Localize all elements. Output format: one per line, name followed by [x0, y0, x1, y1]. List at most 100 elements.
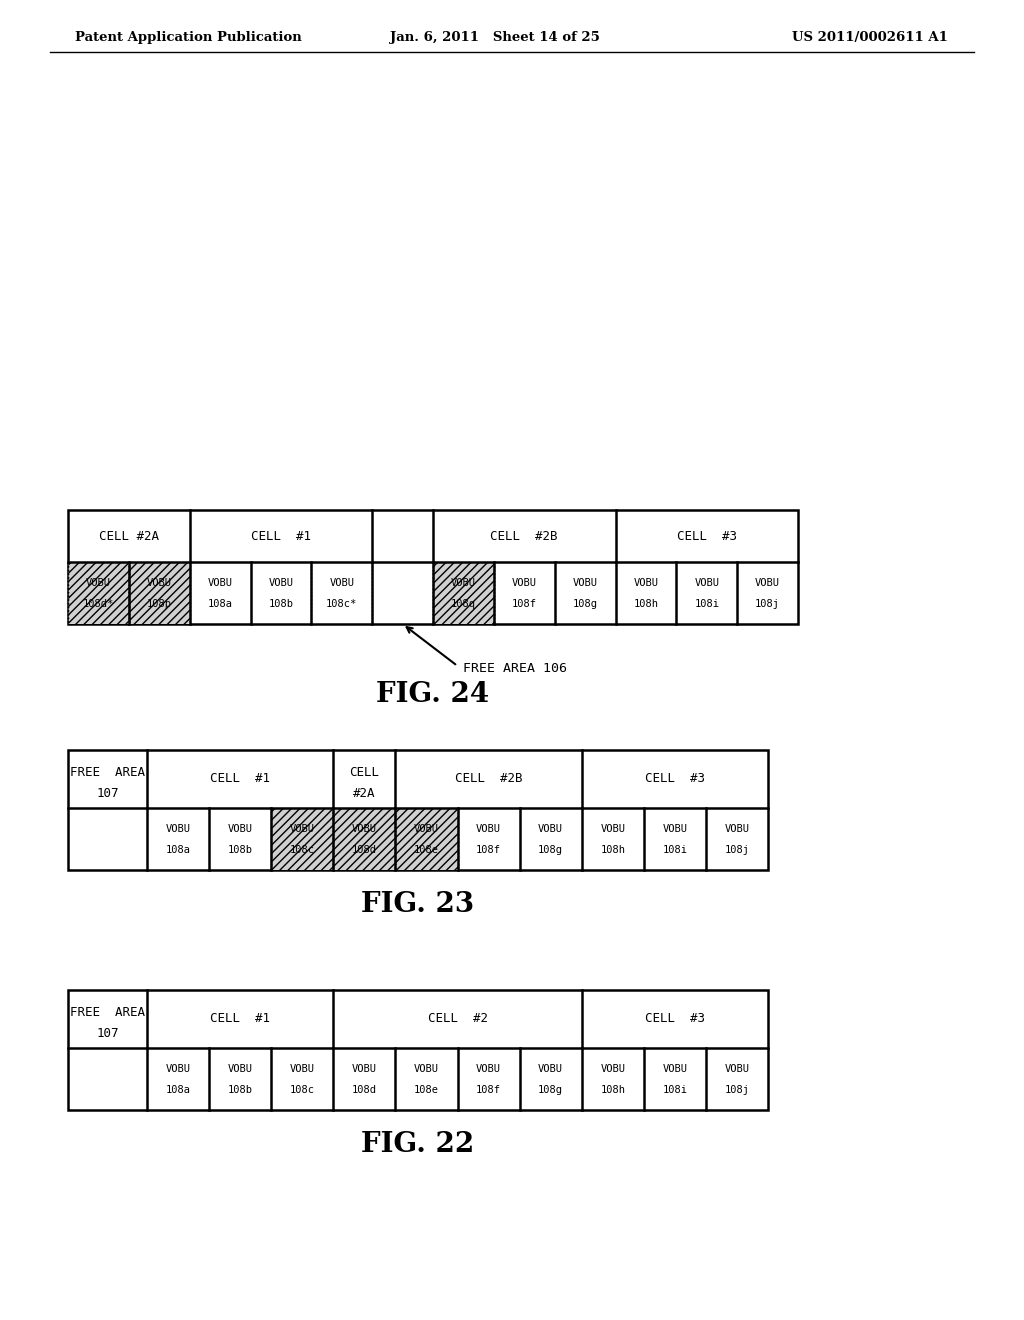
Bar: [68, 510, 798, 624]
Text: VOBU: VOBU: [663, 824, 687, 834]
Text: VOBU: VOBU: [227, 824, 253, 834]
Text: VOBU: VOBU: [414, 824, 439, 834]
Text: VOBU: VOBU: [694, 578, 719, 589]
Text: FIG. 24: FIG. 24: [377, 681, 489, 708]
Text: CELL  #1: CELL #1: [210, 772, 270, 785]
Text: 108j: 108j: [724, 845, 750, 855]
Text: VOBU: VOBU: [451, 578, 476, 589]
Bar: [68, 562, 129, 624]
Text: 108f: 108f: [512, 599, 537, 609]
Text: 108c*: 108c*: [326, 599, 357, 609]
Text: CELL  #3: CELL #3: [645, 1012, 705, 1026]
Text: CELL: CELL: [349, 766, 380, 779]
Text: 108d: 108d: [352, 845, 377, 855]
Bar: [334, 808, 395, 870]
Text: FIG. 22: FIG. 22: [361, 1131, 475, 1159]
Bar: [271, 808, 334, 870]
Text: VOBU: VOBU: [414, 1064, 439, 1074]
Text: VOBU: VOBU: [476, 824, 501, 834]
Text: VOBU: VOBU: [539, 824, 563, 834]
Text: VOBU: VOBU: [268, 578, 294, 589]
Bar: [68, 562, 129, 624]
Text: VOBU: VOBU: [476, 1064, 501, 1074]
Text: FREE  AREA: FREE AREA: [70, 1006, 145, 1019]
Text: VOBU: VOBU: [512, 578, 537, 589]
Text: VOBU: VOBU: [146, 578, 172, 589]
Bar: [68, 990, 768, 1110]
Text: VOBU: VOBU: [572, 578, 598, 589]
Text: 108g: 108g: [572, 599, 598, 609]
Text: VOBU: VOBU: [634, 578, 658, 589]
Bar: [395, 808, 458, 870]
Text: 108i: 108i: [663, 1085, 687, 1096]
Text: #2A: #2A: [353, 787, 376, 800]
Bar: [334, 808, 395, 870]
Text: VOBU: VOBU: [755, 578, 780, 589]
Bar: [68, 750, 768, 870]
Text: 108e: 108e: [414, 845, 439, 855]
Bar: [271, 808, 334, 870]
Text: Jan. 6, 2011   Sheet 14 of 25: Jan. 6, 2011 Sheet 14 of 25: [390, 30, 600, 44]
Text: CELL  #2B: CELL #2B: [455, 772, 522, 785]
Text: VOBU: VOBU: [86, 578, 111, 589]
Text: VOBU: VOBU: [724, 1064, 750, 1074]
Text: 108h: 108h: [600, 1085, 626, 1096]
Text: 108q: 108q: [451, 599, 476, 609]
Text: 108c: 108c: [290, 845, 314, 855]
Bar: [395, 808, 458, 870]
Text: FREE  AREA: FREE AREA: [70, 766, 145, 779]
Bar: [433, 562, 494, 624]
Bar: [129, 562, 189, 624]
Text: VOBU: VOBU: [227, 1064, 253, 1074]
Text: FREE AREA 106: FREE AREA 106: [463, 661, 566, 675]
Text: 108f: 108f: [476, 845, 501, 855]
Text: 108e: 108e: [414, 1085, 439, 1096]
Text: VOBU: VOBU: [166, 1064, 190, 1074]
Text: VOBU: VOBU: [330, 578, 354, 589]
Text: Patent Application Publication: Patent Application Publication: [75, 30, 302, 44]
Text: VOBU: VOBU: [352, 824, 377, 834]
Text: 108i: 108i: [663, 845, 687, 855]
Text: 107: 107: [96, 787, 119, 800]
Text: 108g: 108g: [539, 845, 563, 855]
Text: VOBU: VOBU: [600, 1064, 626, 1074]
Text: 108a: 108a: [166, 845, 190, 855]
Text: 108h: 108h: [600, 845, 626, 855]
Text: VOBU: VOBU: [724, 824, 750, 834]
Text: 108b: 108b: [227, 845, 253, 855]
Text: CELL  #3: CELL #3: [677, 529, 736, 543]
Text: VOBU: VOBU: [208, 578, 232, 589]
Text: 108b: 108b: [268, 599, 294, 609]
Text: 108i: 108i: [694, 599, 719, 609]
Text: VOBU: VOBU: [600, 824, 626, 834]
Text: 108b: 108b: [227, 1085, 253, 1096]
Text: 108g: 108g: [539, 1085, 563, 1096]
Text: CELL #2A: CELL #2A: [99, 529, 159, 543]
Text: 108p: 108p: [146, 599, 172, 609]
Text: 108c: 108c: [290, 1085, 314, 1096]
Text: 108h: 108h: [634, 599, 658, 609]
Text: CELL  #3: CELL #3: [645, 772, 705, 785]
Text: CELL  #1: CELL #1: [210, 1012, 270, 1026]
Text: 108j: 108j: [755, 599, 780, 609]
Bar: [433, 562, 494, 624]
Text: 108d*: 108d*: [83, 599, 114, 609]
Text: VOBU: VOBU: [352, 1064, 377, 1074]
Text: 108a: 108a: [208, 599, 232, 609]
Bar: [129, 562, 189, 624]
Text: VOBU: VOBU: [290, 1064, 314, 1074]
Text: VOBU: VOBU: [539, 1064, 563, 1074]
Text: VOBU: VOBU: [663, 1064, 687, 1074]
Text: FIG. 23: FIG. 23: [361, 891, 474, 919]
Text: CELL  #2B: CELL #2B: [490, 529, 558, 543]
Text: 107: 107: [96, 1027, 119, 1040]
Text: CELL  #1: CELL #1: [251, 529, 311, 543]
Text: 108f: 108f: [476, 1085, 501, 1096]
Text: 108d: 108d: [352, 1085, 377, 1096]
Text: VOBU: VOBU: [166, 824, 190, 834]
Text: 108j: 108j: [724, 1085, 750, 1096]
Text: CELL  #2: CELL #2: [428, 1012, 487, 1026]
Text: US 2011/0002611 A1: US 2011/0002611 A1: [792, 30, 948, 44]
Text: 108a: 108a: [166, 1085, 190, 1096]
Text: VOBU: VOBU: [290, 824, 314, 834]
